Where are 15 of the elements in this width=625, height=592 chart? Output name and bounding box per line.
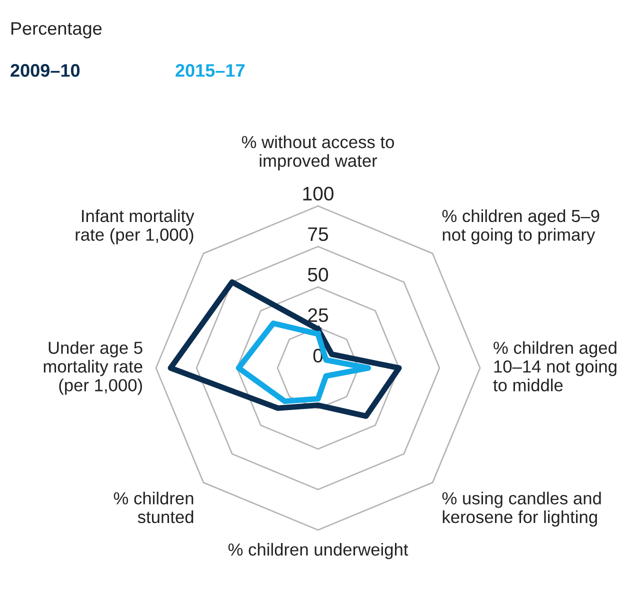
y-tick-label: 50: [308, 268, 328, 282]
y-tick-label: 25: [308, 308, 328, 322]
spoke-label: Under age 5 mortality rate (per 1,000): [44, 341, 142, 395]
text: Percentage: [11, 22, 102, 38]
spoke-label: % without access to improved water: [242, 135, 394, 170]
spoke-label: % children stunted: [114, 492, 194, 524]
spoke-label: % children aged 10–14 not going to middle: [493, 341, 616, 392]
text: 2009–10: [10, 64, 80, 77]
text: 2015–17: [176, 64, 244, 77]
spoke-label: % children aged 5–9 not going to primary: [442, 209, 600, 244]
y-tick-label: 75: [308, 227, 328, 242]
y-tick-label: 100: [303, 186, 334, 201]
spoke-label: % using candles and kerosene for lighting: [442, 492, 601, 527]
spoke-label: % children underweight: [228, 542, 408, 560]
spoke-label: Infant mortality rate (per 1,000): [76, 209, 194, 244]
